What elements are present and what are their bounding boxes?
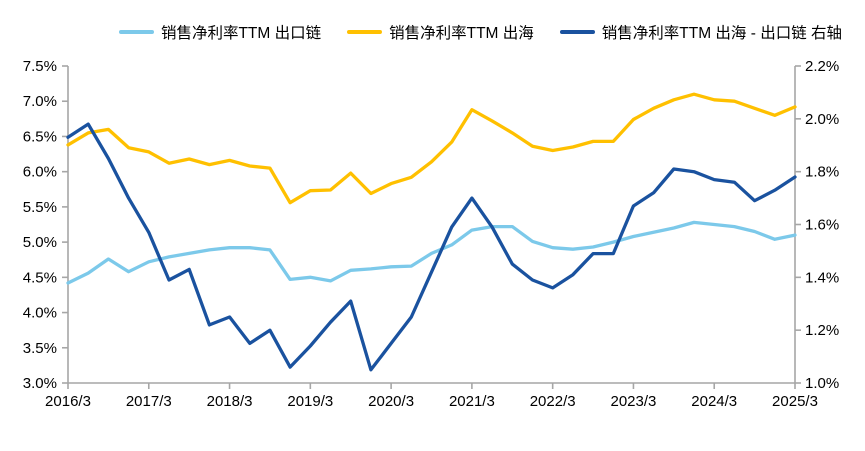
left-axis-tick-label: 4.5% [23, 269, 57, 286]
left-axis-tick-label: 3.0% [23, 375, 57, 392]
left-axis-tick-label: 6.0% [23, 164, 57, 181]
left-axis-tick-label: 7.5% [23, 58, 57, 75]
legend-swatch-spread-line [559, 30, 595, 34]
left-axis-tick-label: 7.0% [23, 93, 57, 110]
legend-swatch-export-chain-line [118, 30, 154, 34]
right-axis-tick-label: 2.0% [805, 111, 839, 128]
x-axis-tick-label: 2018/3 [207, 393, 253, 410]
series-line-1 [66, 220, 797, 285]
x-axis-tick-label: 2020/3 [368, 393, 414, 410]
right-axis-tick-label: 1.8% [805, 164, 839, 181]
right-axis-tick-label: 1.6% [805, 217, 839, 234]
series-line-2 [66, 92, 797, 205]
legend-item-export-chain: 销售净利率TTM 出口链 [118, 21, 322, 43]
x-axis-tick-label: 2024/3 [691, 393, 737, 410]
legend: 销售净利率TTM 出口链 销售净利率TTM 出海 销售净利率TTM 出海 - 出… [0, 21, 865, 43]
left-axis-tick-label: 5.0% [23, 234, 57, 251]
right-axis-tick-label: 2.2% [805, 58, 839, 75]
right-axis-tick-label: 1.2% [805, 322, 839, 339]
legend-swatch-overseas-line [347, 30, 383, 34]
legend-item-overseas: 销售净利率TTM 出海 [347, 21, 534, 43]
x-axis-tick-label: 2019/3 [287, 393, 333, 410]
legend-label-spread: 销售净利率TTM 出海 - 出口链 右轴 [601, 25, 843, 42]
legend-label-overseas: 销售净利率TTM 出海 [389, 25, 534, 42]
left-axis-tick-label: 6.5% [23, 128, 57, 145]
left-axis-tick-label: 4.0% [23, 305, 57, 322]
x-axis-tick-label: 2016/3 [45, 393, 91, 410]
x-axis-tick-label: 2017/3 [126, 393, 172, 410]
left-axis-tick-label: 3.5% [23, 340, 57, 357]
x-axis-tick-label: 2021/3 [449, 393, 495, 410]
x-axis-tick-label: 2022/3 [530, 393, 576, 410]
x-axis-tick-label: 2025/3 [772, 393, 818, 410]
left-axis-tick-label: 5.5% [23, 199, 57, 216]
x-axis-tick-label: 2023/3 [610, 393, 656, 410]
legend-label-export-chain: 销售净利率TTM 出口链 [160, 25, 322, 42]
series-line-3 [66, 122, 797, 372]
right-axis-tick-label: 1.0% [805, 375, 839, 392]
legend-item-spread: 销售净利率TTM 出海 - 出口链 右轴 [559, 21, 843, 43]
right-axis-tick-label: 1.4% [805, 269, 839, 286]
